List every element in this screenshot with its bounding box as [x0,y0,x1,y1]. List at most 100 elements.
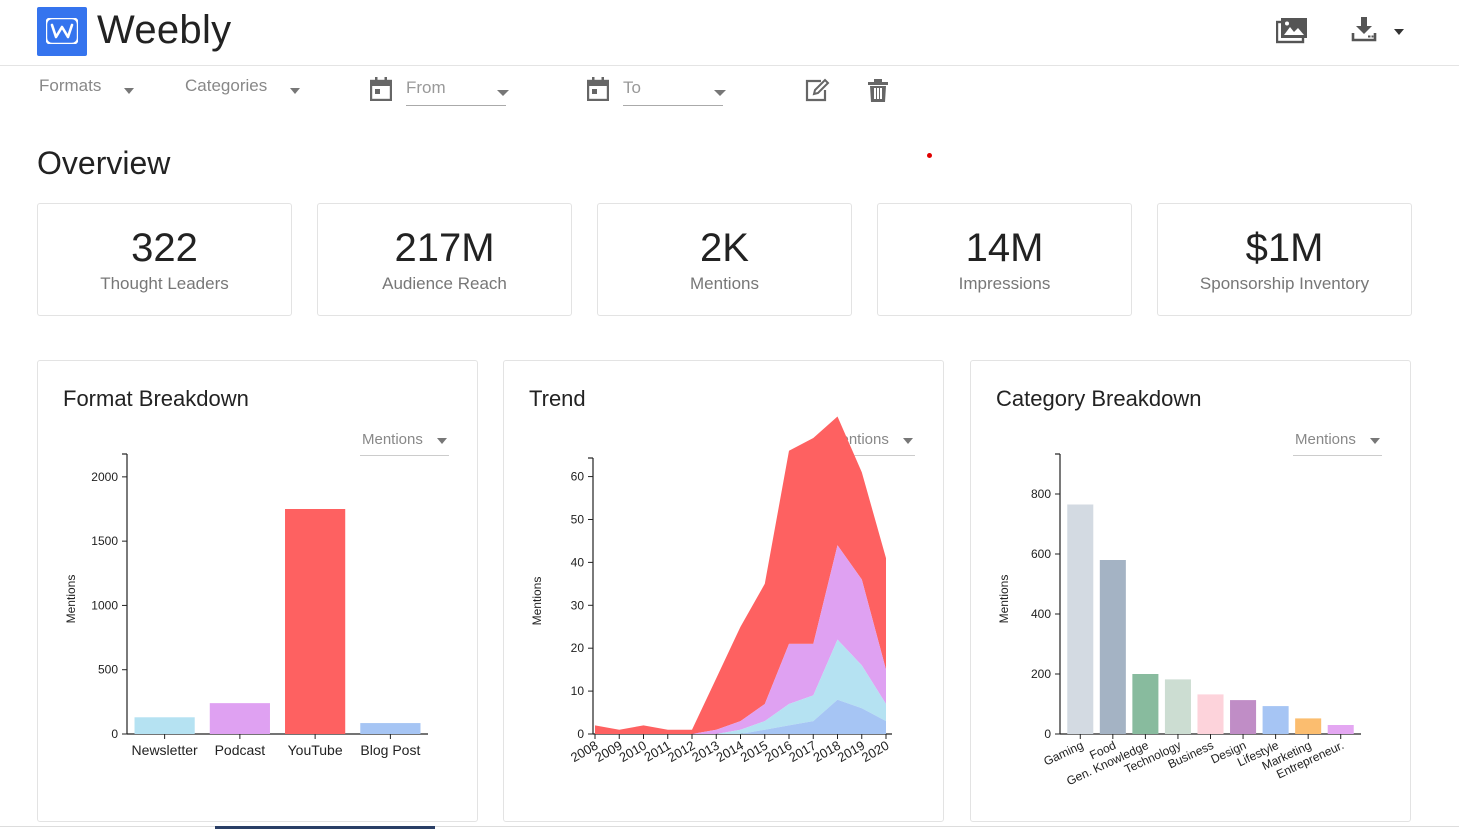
bar [209,703,270,734]
formats-dropdown[interactable]: Formats [39,76,149,110]
x-tick-label: 2020 [859,738,892,765]
y-tick-label: 2000 [91,470,118,484]
download-icon[interactable] [1351,16,1377,42]
bar [1295,718,1322,734]
stat-label: Thought Leaders [100,274,229,293]
to-date-field[interactable]: To [587,74,737,108]
stat-value: 2K [700,226,749,270]
page-title: Overview [37,145,171,181]
y-tick-label: 10 [571,684,585,698]
trend-area-chart: 0102030405060Mentions2008200920102011201… [530,416,892,765]
top-header: Weebly [0,0,1459,66]
chevron-down-icon [714,90,726,96]
from-underline [406,105,506,106]
y-tick-label: 600 [1031,547,1051,561]
bar [1067,504,1094,734]
y-tick-label: 500 [98,663,118,677]
panel-title: Category Breakdown [996,386,1202,411]
to-underline [623,105,723,106]
bar [1262,706,1289,734]
chevron-down-icon [1370,438,1380,444]
categories-dropdown[interactable]: Categories [185,76,315,110]
y-tick-label: 0 [577,727,584,741]
y-tick-label: 800 [1031,487,1051,501]
caret-down-icon[interactable] [1393,28,1405,36]
bar [1197,694,1224,734]
metric-label: Mentions [1295,431,1356,448]
area-series [595,545,886,734]
metric-dropdown[interactable]: Mentions [1293,429,1382,456]
panel-title: Trend [529,386,586,411]
area-series [595,699,886,734]
metric-dropdown[interactable]: Mentions [360,429,449,456]
stat-value: 14M [965,226,1044,270]
y-tick-label: 30 [571,598,585,612]
categories-label: Categories [185,76,268,95]
bar [1230,700,1257,734]
stat-label: Impressions [958,274,1051,293]
stat-label: Audience Reach [382,274,507,293]
x-tick-label: YouTube [288,742,343,758]
y-tick-label: 40 [571,555,585,569]
x-tick-label: Podcast [215,742,266,758]
trash-icon[interactable] [868,79,888,103]
y-tick-label: 60 [571,470,585,484]
y-tick-label: 1000 [91,598,118,612]
chevron-down-icon [497,90,509,96]
chevron-down-icon [290,88,300,94]
calendar-icon [587,77,609,101]
bar [134,717,195,734]
y-tick-label: 0 [111,727,118,741]
stat-label: Mentions [690,274,759,293]
bar [285,509,346,734]
bar [1099,560,1126,734]
bar [1164,679,1191,734]
scrollbar-thumb[interactable] [215,826,435,829]
stat-card-impressions: 14M Impressions [877,203,1132,316]
y-tick-label: 200 [1031,667,1051,681]
chevron-down-icon [437,438,447,444]
y-axis-label: Mentions [530,577,544,626]
edit-icon[interactable] [804,78,830,102]
weebly-logo-icon [46,18,78,44]
chevron-down-icon [124,88,134,94]
y-tick-label: 20 [571,641,585,655]
y-axis-label: Mentions [997,575,1011,624]
y-tick-label: 0 [1044,727,1051,741]
stat-card-sponsorship-inventory: $1M Sponsorship Inventory [1157,203,1412,316]
area-series [595,639,886,734]
bar [1327,725,1354,734]
area-series [595,416,886,734]
stat-card-audience-reach: 217M Audience Reach [317,203,572,316]
images-icon[interactable] [1276,16,1308,44]
from-date-input[interactable]: From [406,78,446,97]
y-axis-label: Mentions [64,575,78,624]
stat-label: Sponsorship Inventory [1199,274,1370,293]
trend-panel: Trend Mentions 0 10 20 30 40 50 60 Mentions 2008… [503,360,944,822]
bar [360,723,421,734]
y-tick-label: 400 [1031,607,1051,621]
calendar-icon [370,77,392,101]
to-date-input[interactable]: To [623,78,641,97]
panel-title: Format Breakdown [63,386,249,411]
y-tick-label: 50 [571,512,585,526]
brand-name: Weebly [97,8,232,52]
x-tick-label: Gaming [1042,738,1086,768]
metric-label: Mentions [362,431,423,448]
format-breakdown-panel: Format Breakdown Mentions 0 500 1000 1500 20… [37,360,478,822]
status-dot [927,153,932,158]
weebly-logo[interactable] [37,7,87,56]
format-bar-chart: 0 500 1000 1500 2000 Mentions Newsletter Podcas… [64,453,428,758]
stat-value: 322 [131,226,198,270]
from-date-field[interactable]: From [370,74,520,108]
page-bottom-border [0,826,1459,827]
stat-value: $1M [1245,226,1324,270]
chevron-down-icon [903,438,913,444]
formats-label: Formats [39,76,102,95]
stat-value: 217M [394,226,495,270]
y-tick-label: 1500 [91,534,118,548]
x-tick-label: Newsletter [132,742,198,758]
stat-card-thought-leaders: 322 Thought Leaders [37,203,292,316]
bar [1132,674,1159,734]
